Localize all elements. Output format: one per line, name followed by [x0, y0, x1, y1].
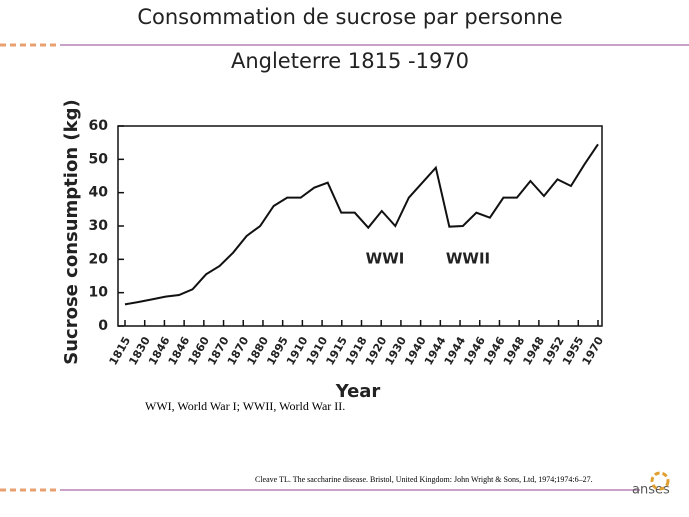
citation: Cleave TL. The saccharine disease. Brist…	[255, 475, 593, 484]
y-tick-label: 50	[89, 151, 109, 167]
line	[124, 143, 599, 306]
slide-subtitle: Angleterre 1815 -1970	[231, 49, 469, 73]
y-axis-label: Sucrose consumption (kg)	[61, 99, 82, 364]
slide-title: Consommation de sucrose par personne	[137, 5, 562, 29]
y-tick-label: 0	[98, 318, 108, 334]
x-tick-label: 1970	[580, 334, 607, 367]
x-axis-label: Year	[335, 381, 381, 402]
plot-frame	[117, 125, 603, 327]
y-tick-label: 10	[89, 285, 109, 301]
y-tick-label: 40	[89, 185, 109, 201]
annotation: WWII	[446, 250, 490, 268]
y-tick-label: 20	[89, 251, 109, 267]
y-tick-label: 60	[89, 118, 109, 134]
annotation: WWI	[366, 250, 405, 268]
logo-icon	[650, 471, 670, 491]
footnote: WWI, World War I; WWII, World War II.	[145, 399, 345, 413]
logo-text: anses	[632, 483, 670, 498]
y-tick-label: 30	[89, 218, 109, 234]
